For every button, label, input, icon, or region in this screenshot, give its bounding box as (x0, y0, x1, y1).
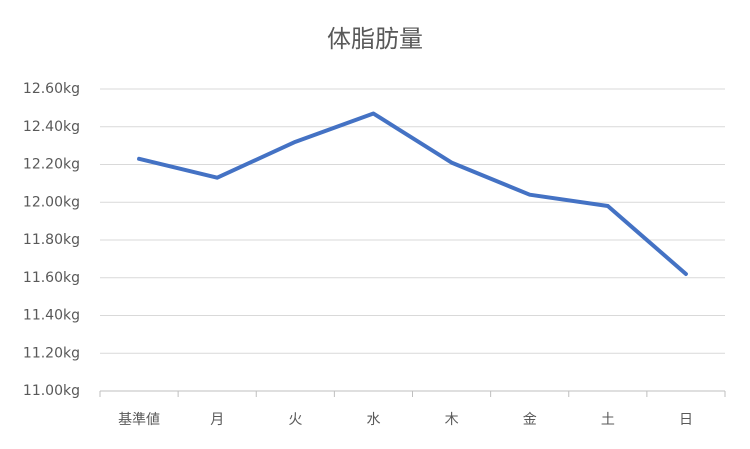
x-tick-label: 木 (445, 412, 459, 428)
y-tick-label: 11.20kg (23, 345, 80, 361)
x-tick-label: 月 (210, 412, 224, 428)
y-tick-label: 12.40kg (23, 119, 80, 135)
y-tick-label: 12.20kg (23, 157, 80, 173)
x-tick-label: 土 (601, 412, 615, 428)
series-line (137, 111, 688, 276)
y-tick-label: 12.60kg (23, 81, 80, 97)
x-tick-label: 基準値 (118, 411, 160, 428)
y-tick-label: 11.40kg (23, 308, 80, 324)
x-tick-label: 日 (679, 412, 693, 428)
x-tick-label: 水 (366, 412, 380, 428)
y-tick-label: 12.00kg (23, 194, 80, 210)
y-tick-label: 11.60kg (23, 270, 80, 286)
chart-title: 体脂肪量 (327, 25, 423, 53)
x-tick-label: 火 (288, 412, 302, 428)
y-tick-label: 11.80kg (23, 232, 80, 248)
x-tick-label: 金 (523, 412, 537, 428)
y-tick-label: 11.00kg (23, 383, 80, 399)
